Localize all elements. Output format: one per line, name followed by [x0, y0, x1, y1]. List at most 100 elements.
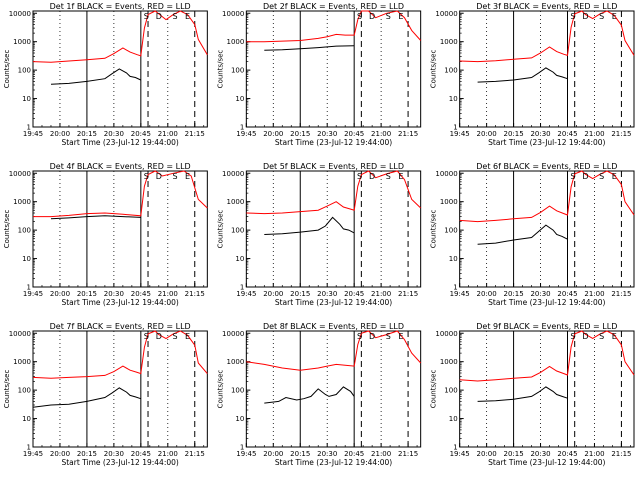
x-axis-label: Start Time (23-Jul-12 19:44:00)	[488, 138, 605, 147]
y-tick-label: 1000	[440, 198, 458, 206]
y-tick-label: 100	[444, 67, 457, 75]
y-tick-label: 1	[240, 444, 244, 452]
x-tick-label: 21:15	[185, 450, 205, 458]
series-line-events	[477, 67, 568, 83]
x-tick-label: 20:30	[530, 450, 550, 458]
x-tick-label: 21:00	[158, 130, 178, 138]
state-marker: S	[172, 332, 177, 341]
y-tick-label: 10	[449, 255, 458, 263]
x-tick-label: 19:45	[236, 130, 256, 138]
y-tick-label: 1	[453, 284, 457, 292]
y-tick-label: 1	[240, 124, 244, 132]
x-tick-label: 20:30	[317, 290, 337, 298]
x-tick-label: 20:45	[344, 450, 364, 458]
x-tick-label: 21:15	[398, 450, 418, 458]
x-tick-label: 21:00	[371, 450, 391, 458]
y-axis-label: Counts/sec	[216, 370, 224, 409]
plot-frame	[32, 10, 208, 128]
state-marker: S	[570, 12, 575, 21]
series-line-events	[264, 45, 355, 51]
y-tick-label: 10	[22, 415, 31, 423]
y-tick-label: 1	[453, 444, 457, 452]
x-tick-label: 20:30	[530, 130, 550, 138]
x-tick-label: 20:45	[344, 130, 364, 138]
state-marker: E	[185, 332, 190, 341]
state-marker: S	[386, 172, 391, 181]
state-marker: S	[144, 332, 149, 341]
x-axis-label: Start Time (23-Jul-12 19:44:00)	[61, 298, 178, 307]
x-tick-label: 21:00	[584, 130, 604, 138]
state-marker: D	[582, 172, 588, 181]
state-marker: S	[570, 332, 575, 341]
x-tick-label: 20:00	[263, 290, 283, 298]
plot-frame	[245, 10, 422, 128]
x-tick-label: 21:00	[371, 130, 391, 138]
x-tick-label: 21:00	[584, 290, 604, 298]
y-tick-label: 100	[18, 387, 31, 395]
x-tick-label: 20:00	[477, 290, 497, 298]
x-tick-label: 20:30	[104, 130, 124, 138]
x-tick-label: 20:00	[263, 130, 283, 138]
series-line-lld	[459, 170, 635, 223]
y-tick-label: 10000	[9, 330, 31, 338]
x-axis-label: Start Time (23-Jul-12 19:44:00)	[275, 138, 392, 147]
x-tick-label: 20:15	[77, 450, 97, 458]
x-tick-label: 21:00	[371, 290, 391, 298]
x-tick-label: 20:30	[317, 130, 337, 138]
y-tick-label: 10	[235, 95, 244, 103]
state-marker: E	[185, 172, 190, 181]
y-tick-label: 10	[235, 415, 244, 423]
x-tick-label: 20:00	[477, 130, 497, 138]
state-marker: S	[172, 12, 177, 21]
y-tick-label: 10000	[222, 170, 244, 178]
x-tick-label: 20:45	[557, 290, 577, 298]
panel-title: Det 7f BLACK = Events, RED = LLD	[50, 322, 191, 331]
x-tick-label: 19:45	[23, 450, 43, 458]
x-tick-label: 20:45	[344, 290, 364, 298]
y-tick-label: 100	[231, 387, 244, 395]
y-tick-label: 100	[18, 227, 31, 235]
series-line-lld	[459, 10, 635, 63]
state-marker: D	[156, 172, 162, 181]
y-tick-label: 1	[453, 124, 457, 132]
series-line-lld	[246, 170, 422, 215]
y-axis-label: Counts/sec	[430, 50, 438, 89]
state-marker: D	[156, 332, 162, 341]
y-tick-label: 100	[18, 67, 31, 75]
panel-title: Det 6f BLACK = Events, RED = LLD	[476, 162, 617, 171]
y-axis-label: Counts/sec	[216, 50, 224, 89]
panel-title: Det 1f BLACK = Events, RED = LLD	[50, 2, 191, 11]
state-marker: S	[599, 12, 604, 21]
y-tick-label: 100	[444, 227, 457, 235]
x-tick-label: 21:15	[611, 130, 631, 138]
panel-9: 1 10 100 1000 10000 19:45 20:00 20:15 20:30 20:45…	[430, 322, 635, 467]
x-tick-label: 20:15	[290, 450, 310, 458]
state-marker: D	[582, 332, 588, 341]
plot-frame	[459, 330, 635, 448]
y-tick-label: 1000	[227, 198, 245, 206]
x-axis-label: Start Time (23-Jul-12 19:44:00)	[275, 298, 392, 307]
y-tick-label: 10000	[222, 10, 244, 18]
x-tick-label: 20:00	[477, 450, 497, 458]
x-tick-label: 20:30	[104, 290, 124, 298]
y-axis-label: Counts/sec	[3, 210, 11, 249]
y-tick-label: 10	[449, 415, 458, 423]
series-line-events	[50, 68, 142, 85]
panel-4: 1 10 100 1000 10000 19:45 20:00 20:15 20:30 20:45…	[3, 162, 208, 307]
series-line-lld	[33, 170, 208, 218]
series-line-events	[32, 387, 141, 408]
panel-title: Det 5f BLACK = Events, RED = LLD	[263, 162, 404, 171]
x-tick-label: 20:00	[50, 130, 70, 138]
panel-8: 1 10 100 1000 10000 19:45 20:00 20:15 20:30 20:45…	[216, 322, 422, 467]
series-line-lld	[32, 10, 208, 63]
series-line-lld	[246, 10, 422, 43]
state-marker: D	[369, 172, 375, 181]
state-marker: E	[612, 332, 617, 341]
y-tick-label: 1000	[227, 358, 245, 366]
series-line-events	[264, 216, 355, 235]
x-tick-label: 20:15	[503, 450, 523, 458]
panel-5: 1 10 100 1000 10000 19:45 20:00 20:15 20:30 20:45…	[216, 162, 422, 307]
x-tick-label: 19:45	[236, 290, 256, 298]
x-tick-label: 20:15	[290, 290, 310, 298]
y-tick-label: 1000	[440, 358, 458, 366]
